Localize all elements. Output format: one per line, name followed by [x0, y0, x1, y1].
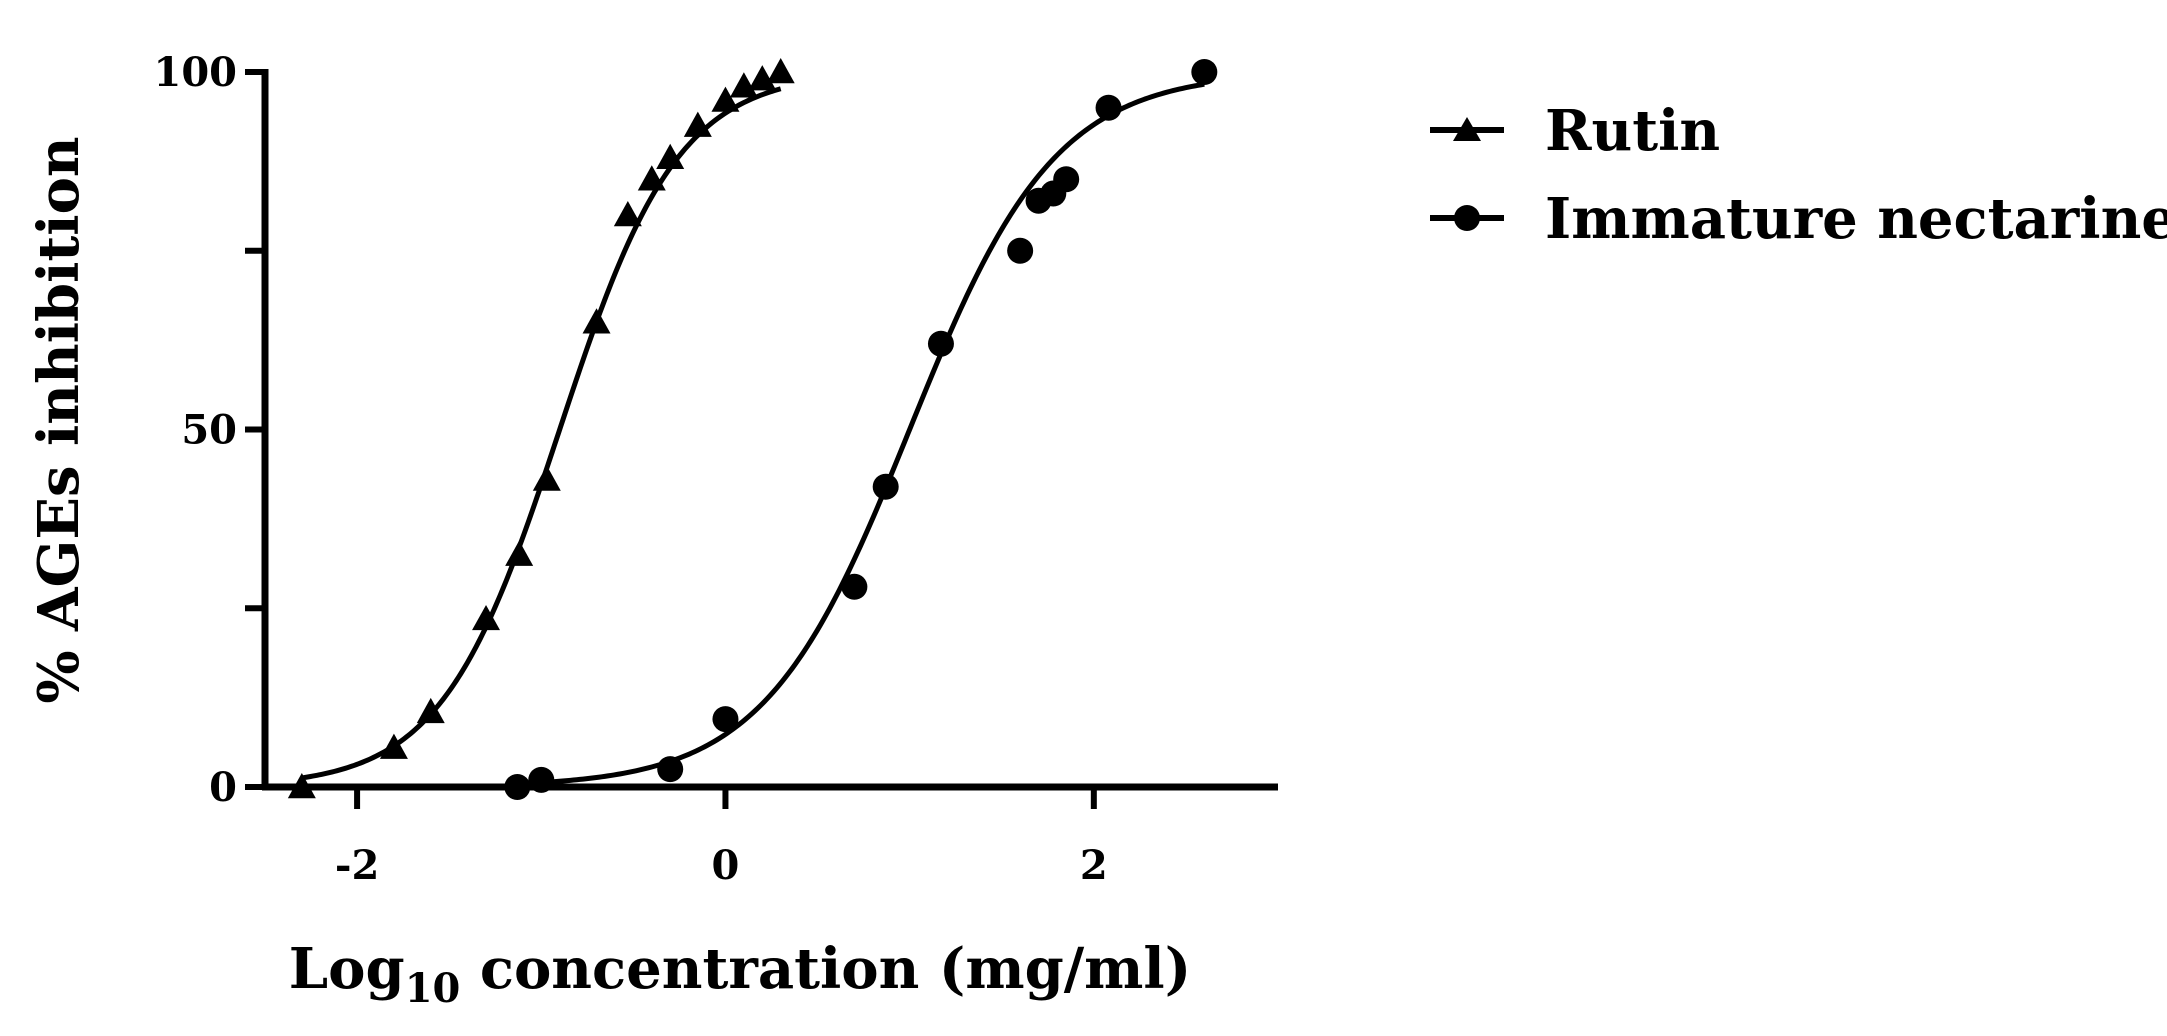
data-point-rutin: [505, 540, 534, 566]
x-tick-label: -2: [335, 842, 379, 889]
legend-item-rutin: Rutin: [1430, 98, 1720, 164]
legend-item-immature-nectarine: Immature nectarine: [1430, 186, 2167, 252]
data-point-rutin: [711, 86, 740, 112]
data-point-rutin: [613, 201, 642, 227]
y-tick-label: 0: [209, 764, 237, 811]
data-point-rutin: [683, 111, 712, 137]
data-point-immature-nectarine: [872, 473, 899, 500]
data-point-rutin: [532, 465, 561, 491]
data-point-immature-nectarine: [1007, 237, 1034, 264]
fit-curve-rutin: [301, 86, 782, 781]
data-point-immature-nectarine: [1191, 59, 1218, 85]
x-axis-title: Log10 concentration (mg/ml): [289, 936, 1191, 1012]
legend-circle-marker: [1454, 205, 1480, 231]
data-point-rutin: [416, 697, 445, 724]
data-point-rutin: [637, 165, 666, 191]
y-axis-title: % AGEs inhibition: [26, 136, 92, 703]
data-point-rutin: [287, 773, 316, 799]
legend-label-rutin: Rutin: [1545, 98, 1720, 164]
x-axis-title-subscript: 10: [405, 965, 461, 1012]
data-point-rutin: [582, 308, 611, 334]
data-point-rutin: [472, 604, 501, 631]
data-point-rutin: [656, 143, 685, 169]
data-point-immature-nectarine: [1053, 166, 1080, 193]
data-point-rutin: [729, 72, 758, 98]
legend-triangle-marker: [1453, 117, 1481, 141]
legend-label-immature-nectarine: Immature nectarine: [1545, 186, 2167, 252]
data-point-rutin: [748, 65, 777, 91]
data-point-immature-nectarine: [841, 573, 868, 600]
legend: Rutin Immature nectarine: [1430, 98, 2167, 252]
x-axis-title-main: Log: [289, 936, 405, 1002]
data-point-rutin: [379, 733, 408, 759]
data-points: [287, 58, 1218, 800]
data-point-immature-nectarine: [657, 756, 684, 783]
x-tick-label: 2: [1080, 842, 1108, 889]
data-point-immature-nectarine: [712, 706, 739, 733]
axes: 0 50 100 -2 0 2: [154, 49, 1278, 889]
data-point-immature-nectarine: [1095, 94, 1122, 121]
y-tick-label: 100: [154, 49, 238, 96]
data-point-immature-nectarine: [528, 766, 555, 793]
y-tick-label: 50: [181, 407, 237, 454]
data-point-immature-nectarine: [504, 774, 531, 800]
fit-curve-immature-nectarine: [517, 81, 1205, 787]
data-point-immature-nectarine: [927, 330, 954, 357]
x-tick-label: 0: [712, 842, 740, 889]
x-axis-title-rest: concentration (mg/ml): [460, 936, 1191, 1002]
data-point-rutin: [766, 58, 795, 84]
